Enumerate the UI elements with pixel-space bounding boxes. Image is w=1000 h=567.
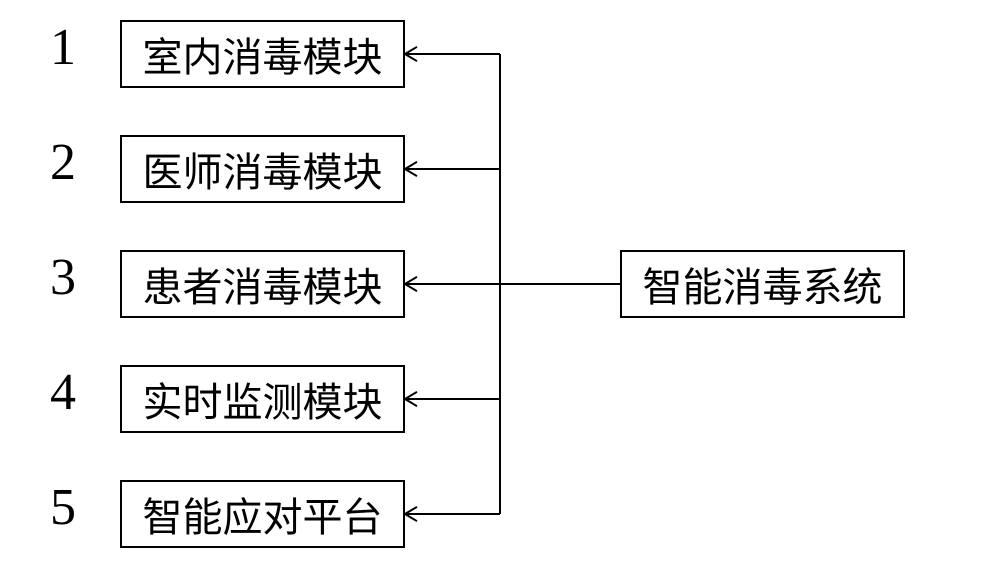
diagram-canvas: 1 2 3 4 5 室内消毒模块 医师消毒模块 患者消毒模块 实时监测模块 智能…	[0, 0, 1000, 567]
module-box: 患者消毒模块	[120, 250, 405, 318]
module-label: 室内消毒模块	[143, 25, 383, 83]
module-number: 1	[50, 18, 76, 77]
module-number: 4	[50, 363, 76, 422]
root-label: 智能消毒系统	[643, 255, 883, 313]
module-box: 实时监测模块	[120, 365, 405, 433]
module-number: 3	[50, 248, 76, 307]
module-label: 实时监测模块	[143, 370, 383, 428]
module-number: 2	[50, 133, 76, 192]
module-label: 医师消毒模块	[143, 140, 383, 198]
module-label: 患者消毒模块	[143, 255, 383, 313]
module-number: 5	[50, 478, 76, 537]
module-box: 智能应对平台	[120, 480, 405, 548]
module-box: 医师消毒模块	[120, 135, 405, 203]
module-box: 室内消毒模块	[120, 20, 405, 88]
root-box: 智能消毒系统	[620, 250, 905, 318]
module-label: 智能应对平台	[143, 485, 383, 543]
